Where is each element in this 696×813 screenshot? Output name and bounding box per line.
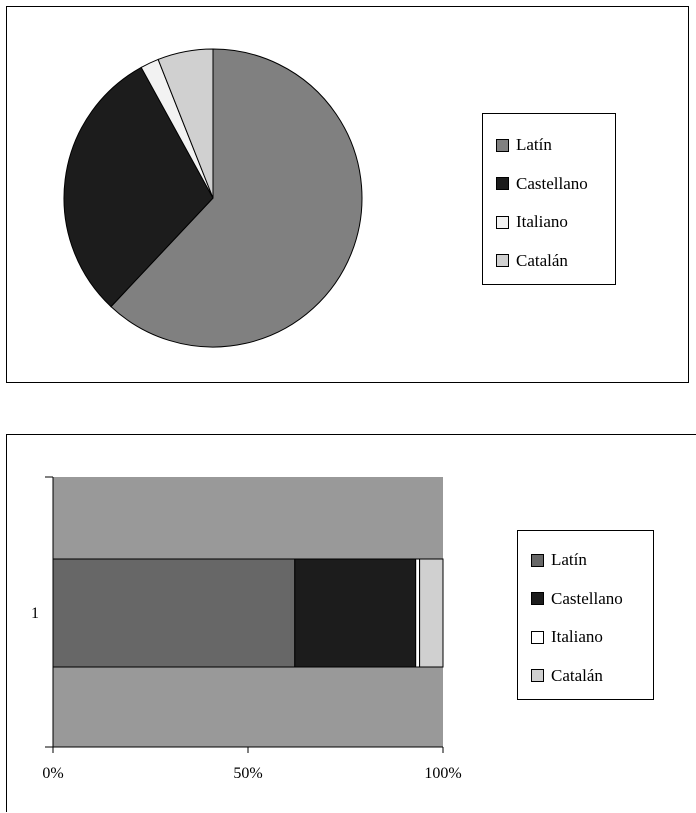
bar-segment-italiano [415, 558, 421, 668]
pie-chart [63, 48, 363, 348]
bar-segment-catalan [419, 558, 444, 668]
bar-segment-latin [52, 558, 296, 668]
legend-label-catalan: Catalán [551, 665, 603, 685]
legend-item-castellano: Castellano [518, 580, 653, 619]
legend-label-latin: Latín [516, 135, 552, 155]
legend-label-castellano: Castellano [551, 588, 623, 608]
x-tick-label: 0% [42, 765, 63, 782]
bar-segment-castellano [294, 558, 417, 668]
bar-legend: Latín Castellano Italiano Catalán [517, 530, 654, 700]
legend-item-italiano: Italiano [518, 618, 653, 657]
legend-item-latin: Latín [483, 126, 615, 165]
legend-label-italiano: Italiano [551, 627, 603, 647]
legend-swatch-italiano [531, 630, 544, 644]
legend-label-catalan: Catalán [516, 250, 568, 270]
legend-item-italiano: Italiano [483, 203, 615, 242]
pie-legend: Latín Castellano Italiano Catalán [482, 113, 616, 285]
stacked-bar-chart: 0% 50% 100% 1 [31, 476, 462, 782]
legend-swatch-catalan [496, 254, 509, 268]
legend-swatch-catalan [531, 669, 544, 683]
pie-slice-catalan [157, 48, 214, 199]
legend-swatch-latin [496, 138, 509, 152]
legend-swatch-italiano [496, 215, 509, 229]
legend-item-catalan: Catalán [483, 242, 615, 281]
x-tick-label: 100% [424, 765, 461, 782]
legend-item-latin: Latín [518, 541, 653, 580]
legend-swatch-castellano [496, 177, 509, 191]
legend-item-catalan: Catalán [518, 657, 653, 696]
pie-slice-castellano [63, 66, 214, 308]
legend-label-italiano: Italiano [516, 212, 568, 232]
legend-label-latin: Latín [551, 550, 587, 570]
legend-swatch-latin [531, 553, 544, 567]
bar-chart-panel: 0% 50% 100% 1 Latín Castellano Italiano Cat… [6, 434, 696, 812]
pie-slice-latin [110, 48, 363, 348]
pie-chart-panel: Latín Castellano Italiano Catalán [6, 6, 689, 383]
legend-item-castellano: Castellano [483, 165, 615, 204]
legend-swatch-castellano [531, 592, 544, 606]
x-tick-label: 50% [233, 765, 262, 782]
category-label: 1 [31, 605, 39, 622]
legend-label-castellano: Castellano [516, 173, 588, 193]
